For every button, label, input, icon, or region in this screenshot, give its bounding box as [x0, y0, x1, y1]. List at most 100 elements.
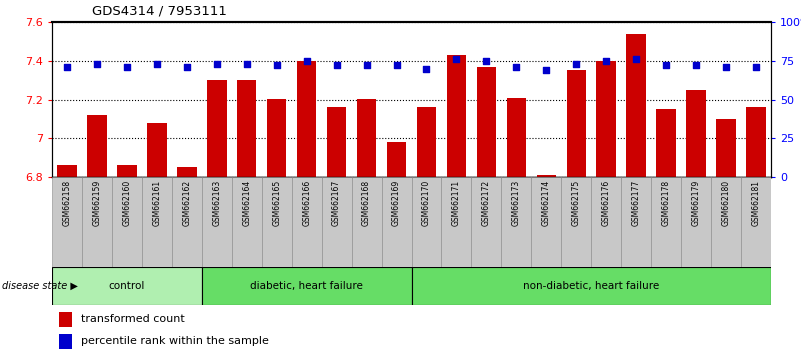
Point — [120, 64, 133, 70]
Bar — [417, 107, 437, 177]
FancyBboxPatch shape — [292, 177, 322, 267]
FancyBboxPatch shape — [82, 177, 112, 267]
Bar — [267, 99, 287, 177]
Bar — [537, 175, 556, 177]
Text: GSM662180: GSM662180 — [722, 180, 731, 226]
Point — [660, 63, 673, 68]
Bar — [597, 61, 616, 177]
FancyBboxPatch shape — [711, 177, 741, 267]
Point — [151, 61, 163, 67]
Text: GSM662181: GSM662181 — [751, 180, 760, 226]
Point — [390, 63, 403, 68]
FancyBboxPatch shape — [412, 267, 771, 305]
Bar — [477, 67, 496, 177]
Text: GSM662169: GSM662169 — [392, 180, 401, 226]
Bar — [147, 123, 167, 177]
FancyBboxPatch shape — [112, 177, 142, 267]
Text: GSM662172: GSM662172 — [482, 180, 491, 226]
Bar — [327, 107, 346, 177]
Bar — [356, 99, 376, 177]
FancyBboxPatch shape — [681, 177, 711, 267]
FancyBboxPatch shape — [741, 177, 771, 267]
Text: GSM662171: GSM662171 — [452, 180, 461, 226]
Point — [540, 67, 553, 73]
Text: GSM662168: GSM662168 — [362, 180, 371, 226]
Point — [211, 61, 223, 67]
Bar — [59, 333, 72, 348]
FancyBboxPatch shape — [172, 177, 202, 267]
Text: GSM662164: GSM662164 — [242, 180, 252, 226]
Bar — [237, 80, 256, 177]
Point — [420, 66, 433, 72]
FancyBboxPatch shape — [322, 177, 352, 267]
FancyBboxPatch shape — [231, 177, 262, 267]
Text: percentile rank within the sample: percentile rank within the sample — [81, 336, 268, 346]
Text: GSM662178: GSM662178 — [662, 180, 670, 226]
Point — [690, 63, 702, 68]
Text: control: control — [109, 281, 145, 291]
Text: GSM662165: GSM662165 — [272, 180, 281, 226]
FancyBboxPatch shape — [352, 177, 381, 267]
FancyBboxPatch shape — [501, 177, 531, 267]
Point — [570, 61, 582, 67]
Text: transformed count: transformed count — [81, 314, 184, 324]
Text: GSM662162: GSM662162 — [183, 180, 191, 226]
FancyBboxPatch shape — [142, 177, 172, 267]
FancyBboxPatch shape — [591, 177, 622, 267]
Point — [61, 64, 74, 70]
Text: GSM662159: GSM662159 — [92, 180, 102, 226]
Text: GSM662161: GSM662161 — [152, 180, 161, 226]
Bar — [177, 167, 196, 177]
Text: non-diabetic, heart failure: non-diabetic, heart failure — [523, 281, 659, 291]
Point — [450, 56, 463, 62]
Text: GSM662166: GSM662166 — [302, 180, 311, 226]
Point — [300, 58, 313, 64]
Text: GSM662158: GSM662158 — [62, 180, 71, 226]
Text: GSM662175: GSM662175 — [572, 180, 581, 226]
Point — [180, 64, 193, 70]
Bar — [57, 165, 77, 177]
Bar — [626, 34, 646, 177]
FancyBboxPatch shape — [381, 177, 412, 267]
Text: GSM662174: GSM662174 — [541, 180, 551, 226]
FancyBboxPatch shape — [562, 177, 591, 267]
Point — [600, 58, 613, 64]
Text: GSM662176: GSM662176 — [602, 180, 610, 226]
Point — [510, 64, 523, 70]
FancyBboxPatch shape — [52, 267, 202, 305]
Bar — [566, 70, 586, 177]
Point — [240, 61, 253, 67]
Bar — [716, 119, 736, 177]
Bar — [387, 142, 406, 177]
Bar — [117, 165, 137, 177]
Point — [91, 61, 103, 67]
Text: GSM662170: GSM662170 — [422, 180, 431, 226]
Text: GDS4314 / 7953111: GDS4314 / 7953111 — [92, 5, 227, 18]
Point — [270, 63, 283, 68]
FancyBboxPatch shape — [531, 177, 562, 267]
Text: GSM662173: GSM662173 — [512, 180, 521, 226]
Bar — [87, 115, 107, 177]
Bar — [747, 107, 766, 177]
FancyBboxPatch shape — [472, 177, 501, 267]
Point — [330, 63, 343, 68]
Point — [630, 56, 642, 62]
FancyBboxPatch shape — [52, 177, 82, 267]
Bar — [686, 90, 706, 177]
Point — [360, 63, 373, 68]
FancyBboxPatch shape — [202, 267, 412, 305]
FancyBboxPatch shape — [262, 177, 292, 267]
Bar — [59, 312, 72, 326]
Point — [750, 64, 763, 70]
Text: GSM662167: GSM662167 — [332, 180, 341, 226]
FancyBboxPatch shape — [202, 177, 231, 267]
Text: GSM662177: GSM662177 — [632, 180, 641, 226]
Bar — [506, 98, 526, 177]
Point — [480, 58, 493, 64]
FancyBboxPatch shape — [412, 177, 441, 267]
Point — [719, 64, 732, 70]
FancyBboxPatch shape — [441, 177, 472, 267]
Bar — [656, 109, 676, 177]
Text: GSM662163: GSM662163 — [212, 180, 221, 226]
FancyBboxPatch shape — [622, 177, 651, 267]
